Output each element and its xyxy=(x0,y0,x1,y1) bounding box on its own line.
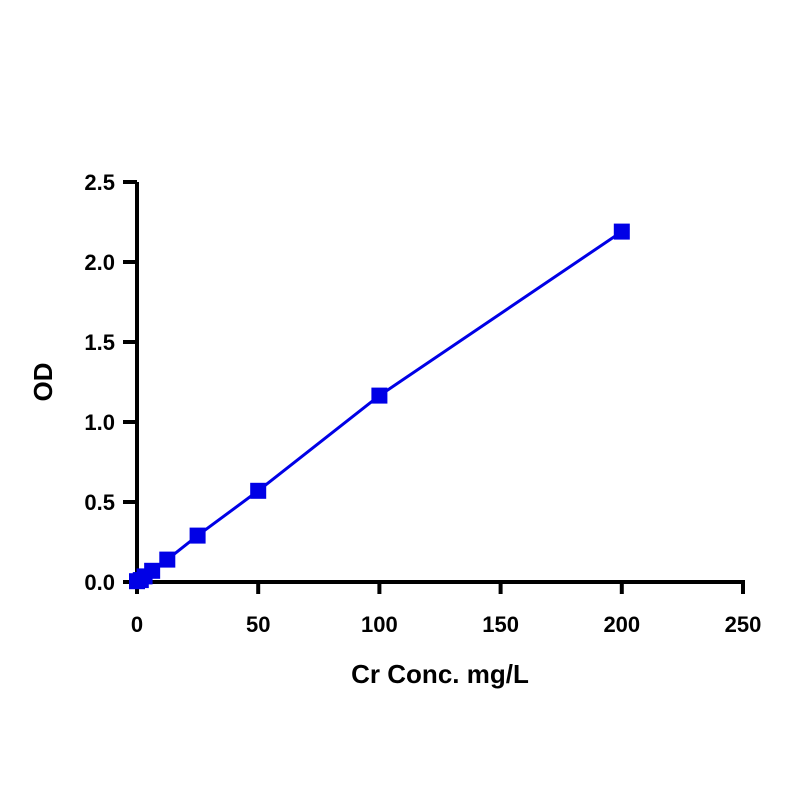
data-point xyxy=(144,562,161,579)
data-point xyxy=(613,223,630,240)
y-axis-ticks: 0.0 0.5 1.0 1.5 2.0 2.5 xyxy=(84,170,137,595)
y-tick-label: 1.5 xyxy=(84,330,115,355)
y-tick-label: 0.0 xyxy=(84,570,115,595)
x-tick-label: 200 xyxy=(603,612,640,637)
x-axis-ticks: 0 50 100 150 200 250 xyxy=(131,582,761,637)
y-axis-title: OD xyxy=(28,363,58,402)
y-tick-label: 2.5 xyxy=(84,170,115,195)
x-tick-label: 100 xyxy=(361,612,398,637)
axes xyxy=(135,182,745,584)
series-group xyxy=(129,223,630,590)
series-line xyxy=(136,230,623,583)
x-axis-title: Cr Conc. mg/L xyxy=(351,659,529,689)
x-tick-label: 250 xyxy=(725,612,762,637)
y-tick-label: 1.0 xyxy=(84,410,115,435)
x-tick-label: 150 xyxy=(482,612,519,637)
data-point xyxy=(159,551,176,568)
y-tick-label: 0.5 xyxy=(84,490,115,515)
y-tick-label: 2.0 xyxy=(84,250,115,275)
x-tick-label: 0 xyxy=(131,612,143,637)
data-point xyxy=(250,482,267,499)
data-point xyxy=(189,527,206,544)
data-point xyxy=(371,387,388,404)
x-tick-label: 50 xyxy=(246,612,270,637)
